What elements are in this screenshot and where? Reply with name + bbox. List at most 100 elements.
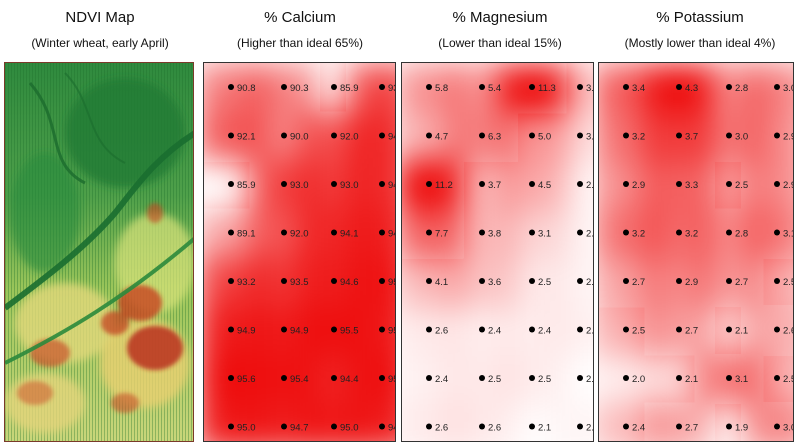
magnesium-heatmap: 5.8 5.4 11.3 3.9 4.7 6.3 5.0 3.0 11.2 3.7 4.5 2.3 7.… [402, 63, 594, 441]
potassium-sample-point [726, 326, 732, 333]
potassium-value-label: 2.5 [632, 326, 645, 337]
calcium-header: % Calcium (Higher than ideal 65%) [200, 0, 400, 51]
calcium-value-label: 94.1 [340, 229, 359, 240]
magnesium-sample-point [577, 278, 583, 284]
ndvi-subtitle: (Winter wheat, early April) [31, 36, 169, 50]
calcium-sample-point [331, 423, 337, 430]
calcium-value-label: 95.0 [388, 326, 396, 337]
magnesium-value-label: 2.6 [435, 326, 448, 337]
magnesium-value-label: 5.8 [435, 83, 448, 94]
calcium-heat-cell [347, 208, 395, 259]
magnesium-sample-point [529, 423, 535, 430]
potassium-value-label: 2.8 [735, 229, 748, 240]
potassium-sample-point [623, 229, 629, 236]
calcium-value-label: 93.0 [340, 180, 359, 191]
magnesium-value-label: 3.6 [488, 277, 501, 288]
ndvi-map [4, 62, 194, 442]
calcium-value-label: 94.9 [290, 326, 309, 337]
magnesium-heat-cell [545, 63, 593, 114]
calcium-sample-point [281, 278, 287, 284]
calcium-value-label: 95.6 [237, 374, 256, 385]
potassium-sample-point [676, 132, 682, 139]
magnesium-value-label: 3.0 [586, 132, 594, 143]
calcium-sample-point [379, 229, 385, 236]
magnesium-heat-layer [402, 63, 593, 441]
calcium-sample-point [281, 84, 287, 90]
potassium-value-label: 2.5 [783, 277, 794, 288]
magnesium-sample-point [529, 181, 535, 187]
potassium-sample-point [774, 132, 780, 139]
magnesium-value-label: 2.4 [435, 374, 448, 385]
calcium-sample-point [379, 375, 385, 381]
potassium-value-label: 2.8 [735, 83, 748, 94]
potassium-heat-layer [599, 63, 793, 441]
calcium-value-label: 94.7 [388, 423, 396, 434]
calcium-sample-point [331, 229, 337, 236]
calcium-subtitle: (Higher than ideal 65%) [236, 36, 364, 50]
potassium-heatmap: 3.4 4.3 2.8 3.0 3.2 3.7 3.0 2.9 2.9 3.3 2.5 2.9 3.2 3… [599, 63, 794, 441]
magnesium-subtitle: (Lower than ideal 15%) [438, 36, 562, 50]
potassium-header: % Potassium (Mostly lower than ideal 4%) [600, 0, 800, 51]
potassium-sample-point [676, 278, 682, 284]
calcium-value-label: 85.9 [237, 180, 256, 191]
calcium-value-label: 95.4 [388, 374, 396, 385]
potassium-subtitle: (Mostly lower than ideal 4%) [624, 36, 776, 50]
magnesium-sample-point [529, 375, 535, 381]
magnesium-value-label: 3.7 [488, 180, 501, 191]
magnesium-value-label: 3.9 [586, 83, 594, 94]
potassium-sample-point [623, 132, 629, 139]
magnesium-sample-point [479, 229, 485, 236]
magnesium-sample-point [577, 132, 583, 139]
potassium-value-label: 2.7 [685, 423, 698, 434]
potassium-heat-cell [742, 353, 793, 405]
magnesium-value-label: 2.1 [538, 423, 551, 434]
calcium-value-label: 93.0 [290, 180, 309, 191]
potassium-value-label: 2.9 [685, 277, 698, 288]
potassium-value-label: 3.2 [632, 229, 645, 240]
calcium-value-label: 95.0 [340, 423, 359, 434]
ndvi-map-image [5, 63, 193, 441]
potassium-value-label: 2.9 [783, 180, 794, 191]
calcium-sample-point [379, 132, 385, 139]
calcium-sample-point [228, 181, 234, 187]
potassium-sample-point [774, 423, 780, 430]
calcium-sample-point [228, 278, 234, 284]
potassium-value-label: 2.7 [632, 277, 645, 288]
potassium-sample-point [676, 181, 682, 187]
magnesium-title: % Magnesium [452, 9, 548, 26]
potassium-heat-cell [742, 63, 793, 114]
magnesium-sample-point [426, 229, 432, 236]
magnesium-sample-point [426, 278, 432, 284]
magnesium-value-label: 2.5 [538, 277, 551, 288]
magnesium-sample-point [577, 375, 583, 381]
potassium-value-label: 2.9 [632, 180, 645, 191]
calcium-sample-point [228, 375, 234, 381]
calcium-heat-cell [347, 402, 395, 441]
magnesium-value-label: 2.3 [586, 423, 594, 434]
magnesium-sample-point [479, 84, 485, 90]
magnesium-value-label: 2.3 [586, 277, 594, 288]
calcium-value-label: 94.4 [340, 374, 359, 385]
potassium-sample-point [623, 181, 629, 187]
potassium-value-label: 2.0 [632, 374, 645, 385]
calcium-sample-point [281, 229, 287, 236]
calcium-heat-cell [347, 111, 395, 162]
calcium-sample-point [331, 375, 337, 381]
potassium-value-label: 3.7 [685, 132, 698, 143]
calcium-sample-point [379, 181, 385, 187]
potassium-sample-point [774, 229, 780, 236]
magnesium-value-label: 2.3 [586, 229, 594, 240]
calcium-value-label: 93.2 [237, 277, 256, 288]
calcium-sample-point [281, 326, 287, 333]
calcium-heat-cell [347, 159, 395, 211]
magnesium-value-label: 3.8 [488, 229, 501, 240]
magnesium-value-label: 11.3 [538, 83, 556, 94]
magnesium-value-label: 2.1 [586, 374, 594, 385]
magnesium-value-label: 5.4 [488, 83, 501, 94]
magnesium-sample-point [426, 181, 432, 187]
potassium-value-label: 2.9 [783, 132, 794, 143]
magnesium-sample-point [529, 229, 535, 236]
calcium-value-label: 90.3 [290, 83, 309, 94]
calcium-value-label: 92.1 [237, 132, 256, 143]
potassium-heat-cell [742, 402, 793, 441]
